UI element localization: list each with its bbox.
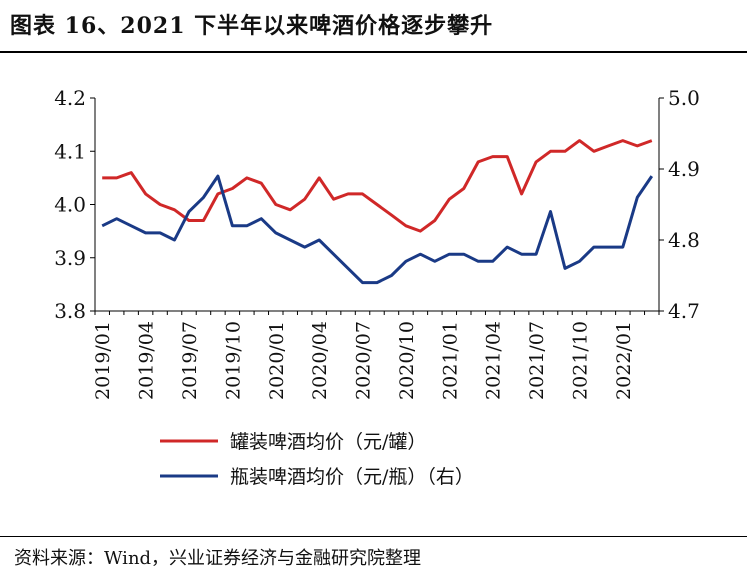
left-tick-label: 3.9 xyxy=(54,246,86,270)
x-tick-label: 2019/10 xyxy=(222,321,244,400)
line-chart: 3.8 3.9 4.0 4.1 4.2 4.7 4.8 4.9 5.0 2019/01 2019/0… xyxy=(54,86,700,488)
x-tick-label: 2022/01 xyxy=(613,321,635,400)
left-tick-label: 4.1 xyxy=(54,139,86,163)
figure-title: 图表 16、2021 下半年以来啤酒价格逐步攀升 xyxy=(10,13,494,39)
right-tick-label: 4.8 xyxy=(668,228,700,252)
x-tick-label: 2019/01 xyxy=(92,321,114,400)
legend-label: 罐装啤酒均价（元/罐） xyxy=(230,431,426,453)
x-tick-label: 2020/07 xyxy=(353,321,375,400)
right-tick-label: 4.9 xyxy=(668,157,700,181)
series-line-bottle xyxy=(101,174,654,285)
x-tick-label: 2019/07 xyxy=(179,321,201,400)
left-tick-label: 4.2 xyxy=(54,86,86,110)
x-tick-label: 2019/04 xyxy=(136,321,158,400)
x-tick-label: 2020/04 xyxy=(309,321,331,400)
x-tick-label: 2021/04 xyxy=(483,321,505,400)
x-tick-label: 2021/07 xyxy=(526,321,548,400)
x-tick-label: 2020/01 xyxy=(266,321,288,400)
right-tick-label: 4.7 xyxy=(668,299,700,323)
title-rule xyxy=(0,51,747,53)
x-tick-label: 2021/01 xyxy=(439,321,461,400)
x-tick-label: 2021/10 xyxy=(569,321,591,400)
left-tick-label: 3.8 xyxy=(54,299,86,323)
right-tick-label: 5.0 xyxy=(668,86,700,110)
source-note: 资料来源：Wind，兴业证券经济与金融研究院整理 xyxy=(14,548,422,569)
source-rule xyxy=(0,536,747,537)
legend-label: 瓶装啤酒均价（元/瓶）（右） xyxy=(230,466,474,488)
x-tick-label: 2020/10 xyxy=(396,321,418,400)
left-tick-label: 4.0 xyxy=(54,193,86,217)
series-line-can xyxy=(102,139,653,233)
